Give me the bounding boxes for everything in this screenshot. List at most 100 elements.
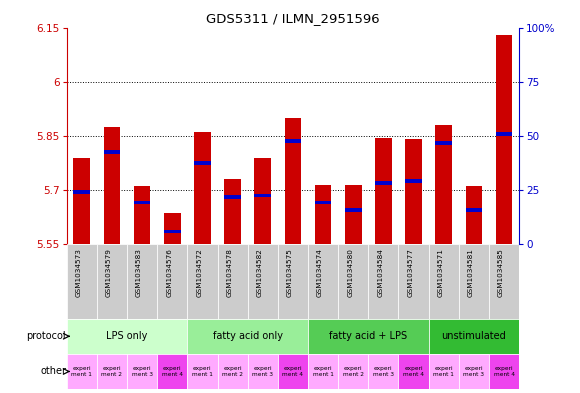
Bar [429, 244, 459, 319]
Text: GSM1034581: GSM1034581 [468, 248, 474, 297]
Text: GSM1034585: GSM1034585 [498, 248, 504, 297]
Bar [315, 201, 331, 204]
Bar [308, 319, 429, 354]
Text: GSM1034582: GSM1034582 [257, 248, 263, 297]
Bar [194, 132, 211, 244]
Bar [338, 354, 368, 389]
Bar [187, 244, 218, 319]
Text: experi
ment 4: experi ment 4 [494, 366, 514, 377]
Bar [436, 125, 452, 244]
Bar [134, 186, 150, 244]
Bar [255, 158, 271, 244]
Bar [345, 185, 361, 244]
Text: experi
ment 1: experi ment 1 [192, 366, 213, 377]
Bar [398, 244, 429, 319]
Title: GDS5311 / ILMN_2951596: GDS5311 / ILMN_2951596 [206, 12, 380, 25]
Bar [315, 185, 331, 244]
Text: fatty acid + LPS: fatty acid + LPS [329, 331, 407, 341]
Bar [496, 132, 512, 136]
Bar [248, 244, 278, 319]
Bar [405, 140, 422, 244]
Bar [157, 354, 187, 389]
Bar [127, 244, 157, 319]
Text: experi
ment 1: experi ment 1 [71, 366, 92, 377]
Bar [224, 179, 241, 244]
Bar [104, 150, 120, 154]
Bar [308, 354, 338, 389]
Bar [278, 244, 308, 319]
Bar [157, 244, 187, 319]
Text: experi
ment 2: experi ment 2 [343, 366, 364, 377]
Bar [459, 354, 489, 389]
Text: fatty acid only: fatty acid only [213, 331, 282, 341]
Text: GSM1034573: GSM1034573 [76, 248, 82, 297]
Bar [496, 35, 512, 244]
Text: GSM1034577: GSM1034577 [408, 248, 414, 297]
Text: experi
ment 3: experi ment 3 [132, 366, 153, 377]
Bar [97, 244, 127, 319]
Bar [278, 354, 308, 389]
Bar [405, 179, 422, 183]
Bar [459, 244, 489, 319]
Bar [285, 118, 301, 244]
Bar [164, 213, 180, 244]
Bar [466, 208, 482, 212]
Text: experi
ment 1: experi ment 1 [313, 366, 333, 377]
Bar [255, 194, 271, 197]
Bar [104, 127, 120, 244]
Text: GSM1034575: GSM1034575 [287, 248, 293, 297]
Text: LPS only: LPS only [106, 331, 148, 341]
Bar [74, 190, 90, 194]
Text: GSM1034583: GSM1034583 [136, 248, 142, 297]
Bar [164, 230, 180, 233]
Text: GSM1034579: GSM1034579 [106, 248, 112, 297]
Bar [218, 244, 248, 319]
Bar [368, 244, 398, 319]
Bar [375, 138, 392, 244]
Bar [134, 201, 150, 204]
Bar [489, 244, 519, 319]
Bar [187, 354, 218, 389]
Text: GSM1034574: GSM1034574 [317, 248, 323, 297]
Bar [429, 319, 519, 354]
Text: GSM1034572: GSM1034572 [197, 248, 202, 297]
Text: other: other [40, 366, 66, 376]
Text: experi
ment 3: experi ment 3 [463, 366, 484, 377]
Text: GSM1034578: GSM1034578 [227, 248, 233, 297]
Text: unstimulated: unstimulated [441, 331, 506, 341]
Bar [187, 319, 308, 354]
Bar [97, 354, 127, 389]
Bar [368, 354, 398, 389]
Bar [218, 354, 248, 389]
Bar [224, 195, 241, 199]
Bar [436, 141, 452, 145]
Bar [67, 319, 187, 354]
Bar [466, 186, 482, 244]
Text: experi
ment 2: experi ment 2 [222, 366, 243, 377]
Text: experi
ment 4: experi ment 4 [282, 366, 303, 377]
Bar [74, 158, 90, 244]
Bar [345, 208, 361, 212]
Bar [285, 140, 301, 143]
Text: GSM1034584: GSM1034584 [378, 248, 383, 297]
Text: experi
ment 2: experi ment 2 [102, 366, 122, 377]
Bar [308, 244, 338, 319]
Bar [489, 354, 519, 389]
Text: protocol: protocol [27, 331, 66, 341]
Text: experi
ment 3: experi ment 3 [252, 366, 273, 377]
Bar [338, 244, 368, 319]
Bar [375, 181, 392, 185]
Text: experi
ment 3: experi ment 3 [373, 366, 394, 377]
Text: GSM1034571: GSM1034571 [438, 248, 444, 297]
Text: experi
ment 4: experi ment 4 [162, 366, 183, 377]
Bar [67, 354, 97, 389]
Bar [67, 244, 97, 319]
Text: GSM1034580: GSM1034580 [347, 248, 353, 297]
Bar [398, 354, 429, 389]
Bar [429, 354, 459, 389]
Bar [248, 354, 278, 389]
Text: experi
ment 4: experi ment 4 [403, 366, 424, 377]
Text: GSM1034576: GSM1034576 [166, 248, 172, 297]
Bar [127, 354, 157, 389]
Bar [194, 161, 211, 165]
